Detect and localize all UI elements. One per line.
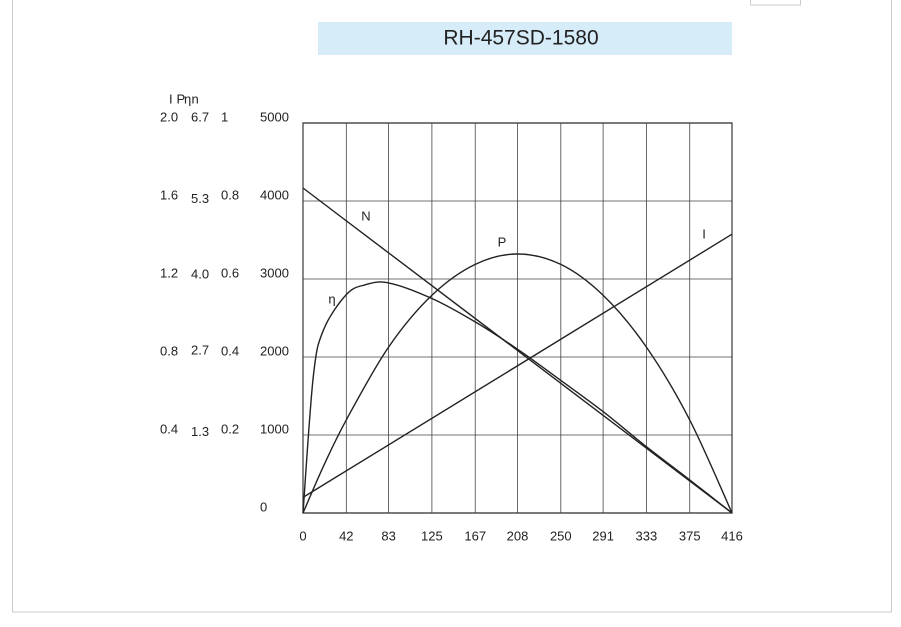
y-tick-label: 5000 xyxy=(260,109,289,124)
y-tick-label: 5.3 xyxy=(191,191,209,206)
y-tick-label: 0.6 xyxy=(221,265,239,280)
y-tick-label: 0.2 xyxy=(221,421,239,436)
series-line xyxy=(302,233,733,498)
y-tick-label: 0 xyxy=(260,499,267,514)
axis-name: P xyxy=(177,91,186,106)
series-line xyxy=(302,281,733,514)
chart-title: RH-457SD-1580 xyxy=(443,27,598,50)
y-tick-label: 6.7 xyxy=(191,109,209,124)
y-tick-label: 0.8 xyxy=(221,187,239,202)
series-label: η xyxy=(328,291,335,306)
y-tick-label: 4.0 xyxy=(191,267,209,282)
x-tick-label: 167 xyxy=(464,528,486,543)
series-line xyxy=(302,187,733,514)
y-tick-label: 1 xyxy=(221,109,228,124)
y-tick-label: 4000 xyxy=(260,187,289,202)
x-tick-label: 291 xyxy=(592,528,614,543)
series-label: P xyxy=(498,234,507,249)
y-tick-label: 1.3 xyxy=(191,424,209,439)
x-tick-label: 250 xyxy=(550,528,572,543)
y-tick-label: 2.7 xyxy=(191,342,209,357)
x-tick-label: 375 xyxy=(679,528,701,543)
panel xyxy=(12,0,892,613)
y-tick-label: 2.0 xyxy=(160,109,178,124)
corner-box xyxy=(750,0,801,6)
x-tick-label: 125 xyxy=(421,528,443,543)
y-tick-label: 2000 xyxy=(260,343,289,358)
x-tick-label: 416 xyxy=(721,528,743,543)
axis-name: η xyxy=(184,91,191,106)
y-tick-label: 0.4 xyxy=(221,343,239,358)
x-tick-label: 333 xyxy=(636,528,658,543)
series-label: N xyxy=(361,208,370,223)
x-tick-label: 0 xyxy=(299,528,306,543)
y-tick-label: 3000 xyxy=(260,265,289,280)
x-tick-label: 83 xyxy=(381,528,395,543)
title-box xyxy=(318,22,732,55)
y-tick-label: 1000 xyxy=(260,421,289,436)
x-tick-label: 208 xyxy=(507,528,529,543)
series-line xyxy=(302,253,733,514)
y-tick-label: 0.4 xyxy=(160,421,178,436)
series-label: I xyxy=(702,226,706,241)
y-tick-label: 0.8 xyxy=(160,343,178,358)
x-tick-label: 42 xyxy=(339,528,353,543)
axis-name: n xyxy=(192,91,199,106)
y-tick-label: 1.2 xyxy=(160,265,178,280)
y-tick-label: 1.6 xyxy=(160,187,178,202)
axis-name: I xyxy=(169,91,173,106)
